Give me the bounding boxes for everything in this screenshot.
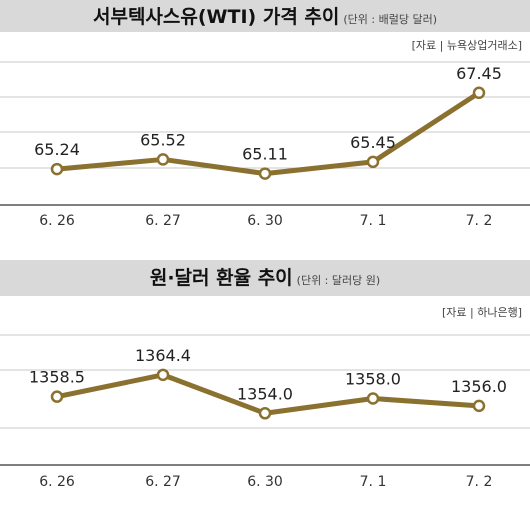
chart-title: 서부텍사스유(WTI) 가격 추이 (단위 : 배럴당 달러) [93, 6, 437, 28]
points-layer [50, 368, 486, 420]
data-label: 65.24 [34, 140, 80, 159]
x-tick-label: 6. 30 [247, 213, 283, 229]
x-tick-label: 6. 27 [145, 213, 181, 229]
x-tick-label: 6. 26 [39, 213, 75, 229]
data-label: 1356.0 [451, 377, 507, 396]
x-tick-labels-layer: 6. 26 6. 27 6. 30 7. 1 7. 2 [39, 213, 492, 229]
grid-layer [0, 61, 530, 206]
data-point [156, 153, 170, 166]
data-label: 1354.0 [237, 384, 293, 403]
x-tick-label: 7. 2 [466, 213, 493, 229]
data-point [50, 390, 64, 403]
data-labels-layer: 65.24 65.52 65.11 65.45 67.45 [34, 64, 502, 164]
x-tick-label: 6. 30 [247, 474, 283, 490]
data-label: 1364.4 [135, 346, 191, 365]
x-tick-label: 7. 2 [466, 474, 493, 490]
chart-title-bar [0, 0, 530, 32]
x-tick-label: 6. 27 [145, 474, 181, 490]
data-point [366, 155, 380, 169]
grid-layer [0, 334, 530, 466]
data-label: 1358.5 [29, 368, 85, 387]
chart-source: [자료 | 뉴욕상업거래소] [412, 39, 522, 52]
data-point [258, 167, 272, 180]
chart-title-bar [0, 260, 530, 296]
x-tick-labels-layer: 6. 26 6. 27 6. 30 7. 1 7. 2 [39, 474, 492, 490]
data-point [472, 399, 486, 413]
data-labels-layer: 1358.5 1364.4 1354.0 1358.0 1356.0 [29, 346, 507, 403]
data-label: 65.45 [350, 133, 396, 152]
chart-title: 원·달러 환율 추이 (단위 : 달러당 원) [150, 267, 380, 289]
data-label: 65.11 [242, 145, 288, 164]
data-point [258, 407, 272, 420]
data-label: 65.52 [140, 130, 186, 149]
x-tick-label: 7. 1 [360, 213, 387, 229]
x-tick-label: 6. 26 [39, 474, 75, 490]
data-point [472, 86, 486, 100]
data-point [156, 368, 170, 382]
krw-usd-rate-chart: 원·달러 환율 추이 (단위 : 달러당 원) [자료 | 하나은행] 1358.… [0, 260, 530, 490]
data-label: 67.45 [456, 64, 502, 83]
data-point [50, 162, 64, 176]
points-layer [50, 86, 486, 180]
data-point [366, 392, 380, 405]
x-tick-label: 7. 1 [360, 474, 387, 490]
wti-price-chart: 서부텍사스유(WTI) 가격 추이 (단위 : 배럴당 달러) [자료 | 뉴욕상… [0, 0, 530, 229]
data-label: 1358.0 [345, 370, 401, 389]
chart-source: [자료 | 하나은행] [442, 305, 522, 319]
